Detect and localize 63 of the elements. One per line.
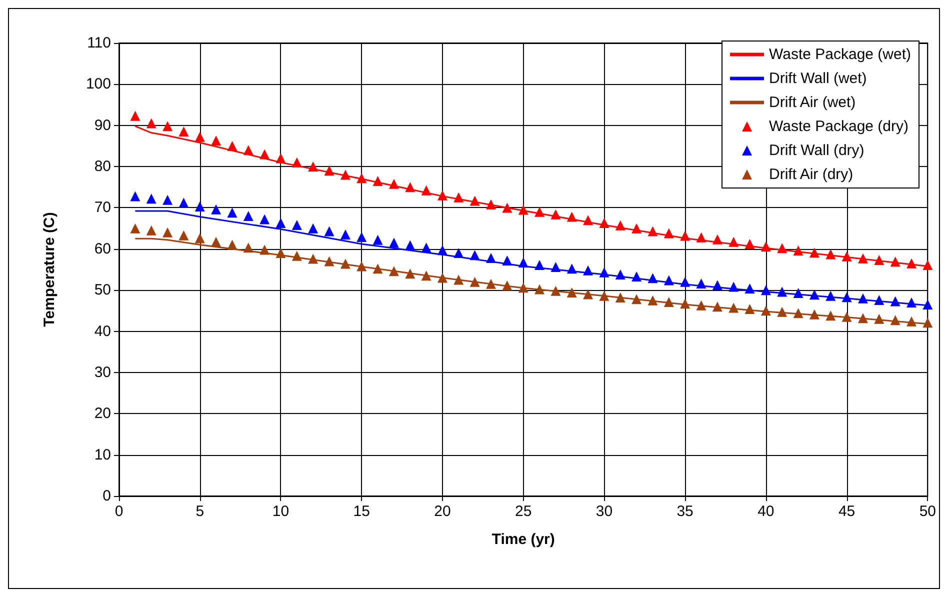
y-axis-title: Temperature (C)	[41, 212, 58, 327]
point	[260, 214, 270, 224]
point	[211, 204, 222, 214]
x-tick-label: 35	[676, 503, 694, 520]
x-tick-label: 5	[196, 503, 204, 520]
y-tick-label: 10	[94, 446, 111, 464]
point	[162, 194, 173, 205]
x-tick-label: 15	[353, 503, 370, 520]
y-tick-label: 80	[94, 158, 111, 176]
point	[194, 201, 205, 212]
y-tick-label: 90	[94, 116, 111, 134]
point	[599, 290, 610, 301]
x-tick-label: 10	[272, 503, 290, 520]
y-tick-label: 100	[86, 76, 111, 93]
point	[146, 225, 156, 236]
legend-label: Waste Package (dry)	[769, 118, 909, 135]
point	[162, 121, 173, 132]
point	[194, 132, 205, 142]
x-axis-title: Time (yr)	[492, 531, 555, 548]
x-tick-label: 25	[514, 503, 532, 520]
point	[130, 110, 140, 121]
point	[243, 210, 254, 221]
legend-label: Drift Air (wet)	[769, 94, 856, 111]
point	[308, 223, 318, 234]
y-tick-label: 20	[94, 405, 111, 422]
point	[178, 126, 189, 137]
legend-label: Drift Wall (dry)	[769, 142, 864, 159]
point	[324, 226, 334, 236]
y-tick-label: 40	[94, 322, 111, 340]
point	[130, 191, 140, 202]
point	[146, 194, 156, 204]
point	[388, 238, 399, 248]
point	[372, 234, 383, 245]
x-tick-label: 0	[114, 503, 124, 520]
y-tick-label: 70	[94, 199, 111, 216]
point	[276, 218, 286, 228]
point	[178, 198, 189, 208]
y-tick-label: 110	[87, 34, 111, 52]
point	[922, 260, 933, 270]
point	[292, 220, 302, 230]
point	[194, 233, 205, 244]
x-tick-label: 40	[758, 503, 774, 520]
point	[178, 230, 189, 240]
legend-label: Waste Package (wet)	[769, 46, 912, 63]
x-tick-label: 50	[919, 503, 936, 520]
x-tick-label: 20	[434, 503, 451, 520]
y-tick-label: 0	[102, 488, 111, 504]
y-tick-label: 50	[94, 282, 111, 299]
x-tick-label: 30	[596, 503, 613, 520]
point	[454, 274, 464, 285]
point	[922, 300, 933, 310]
legend-label: Drift Air (dry)	[769, 166, 854, 183]
x-tick-label: 45	[838, 503, 856, 520]
legend-label: Drift Wall (wet)	[769, 70, 867, 87]
point	[211, 136, 222, 146]
point	[227, 208, 238, 218]
y-tick-label: 30	[94, 364, 111, 381]
point	[340, 229, 350, 240]
point	[162, 227, 173, 238]
y-tick-label: 60	[94, 240, 111, 258]
point	[130, 223, 140, 234]
point	[146, 118, 156, 128]
point	[356, 232, 367, 242]
